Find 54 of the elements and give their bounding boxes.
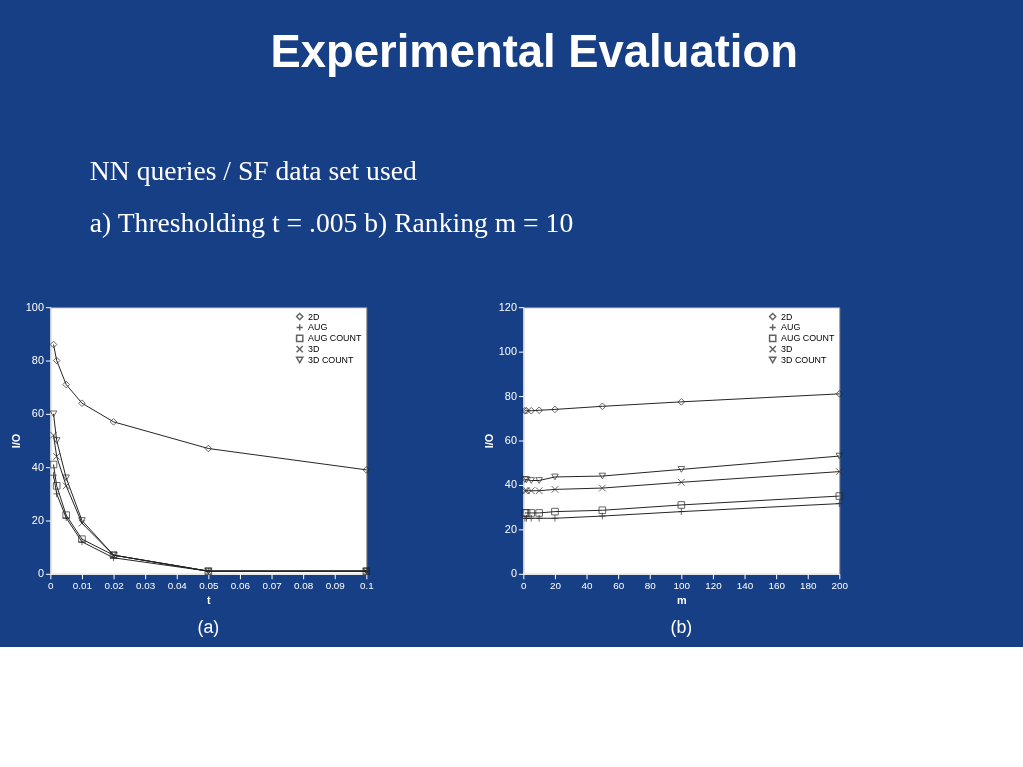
x-tick-label: 80 bbox=[644, 580, 657, 592]
legend-label: AUG COUNT bbox=[308, 333, 362, 344]
x-tick-label: 0.07 bbox=[262, 580, 282, 592]
y-tick-label: 60 bbox=[504, 433, 517, 446]
x-axis-title: m bbox=[677, 593, 687, 606]
legend-label: AUG bbox=[781, 322, 801, 333]
x-tick-label: 0.05 bbox=[199, 580, 219, 592]
x-tick-label: 0.09 bbox=[325, 580, 346, 592]
y-tick-label: 40 bbox=[504, 478, 517, 491]
x-tick-label: 0 bbox=[48, 580, 55, 592]
y-tick-label: 40 bbox=[31, 460, 44, 473]
y-tick-label: 20 bbox=[504, 522, 517, 535]
x-tick-label: 180 bbox=[800, 580, 817, 592]
legend-label: 2D bbox=[781, 311, 793, 322]
legend-label: 3D COUNT bbox=[308, 355, 355, 365]
x-tick-label: 40 bbox=[581, 580, 594, 592]
y-axis-title: I/O bbox=[9, 433, 22, 449]
x-tick-label: 60 bbox=[613, 580, 625, 592]
x-tick-label: 100 bbox=[673, 580, 691, 592]
x-tick-label: 0 bbox=[521, 580, 528, 592]
x-tick-label: 20 bbox=[549, 580, 562, 592]
x-tick-label: 120 bbox=[705, 580, 723, 592]
text: (b) bbox=[670, 617, 693, 638]
x-axis-title: t bbox=[207, 593, 212, 606]
x-tick-label: 140 bbox=[736, 580, 754, 592]
x-tick-label: 0.1 bbox=[359, 580, 374, 592]
x-tick-label: 0.02 bbox=[104, 580, 124, 592]
y-tick-label: 0 bbox=[37, 567, 44, 580]
x-tick-label: 0.06 bbox=[230, 580, 251, 592]
y-tick-label: 80 bbox=[504, 389, 517, 402]
y-tick-label: 80 bbox=[31, 353, 44, 366]
x-tick-label: 200 bbox=[831, 580, 849, 592]
x-tick-label: 0.04 bbox=[167, 580, 188, 592]
y-tick-label: 100 bbox=[25, 300, 44, 313]
y-tick-label: 20 bbox=[31, 513, 44, 526]
legend-label: 3D bbox=[308, 344, 320, 355]
chart-subtitle: NN queries / SF data set used bbox=[89, 154, 417, 186]
x-tick-label: 160 bbox=[768, 580, 786, 592]
x-tick-label: 0.03 bbox=[136, 580, 156, 592]
y-tick-label: 100 bbox=[498, 345, 517, 358]
y-tick-label: 120 bbox=[498, 300, 517, 313]
legend-label: 3D COUNT bbox=[781, 355, 828, 365]
text: a) Thresholding t = .005 b) Ranking m = 10 bbox=[89, 207, 574, 239]
x-tick-label: 0.01 bbox=[72, 580, 93, 592]
text: Experimental Evaluation bbox=[270, 26, 798, 78]
legend-label: 2D bbox=[308, 311, 320, 322]
y-tick-label: 60 bbox=[31, 407, 44, 420]
legend-label: 3D bbox=[781, 344, 793, 355]
y-axis-title: I/O bbox=[482, 433, 495, 449]
text: (a) bbox=[197, 617, 220, 638]
legend-label: AUG bbox=[308, 322, 328, 333]
legend-label: AUG COUNT bbox=[781, 333, 835, 344]
x-tick-label: 0.08 bbox=[294, 580, 314, 592]
y-tick-label: 0 bbox=[510, 567, 517, 580]
